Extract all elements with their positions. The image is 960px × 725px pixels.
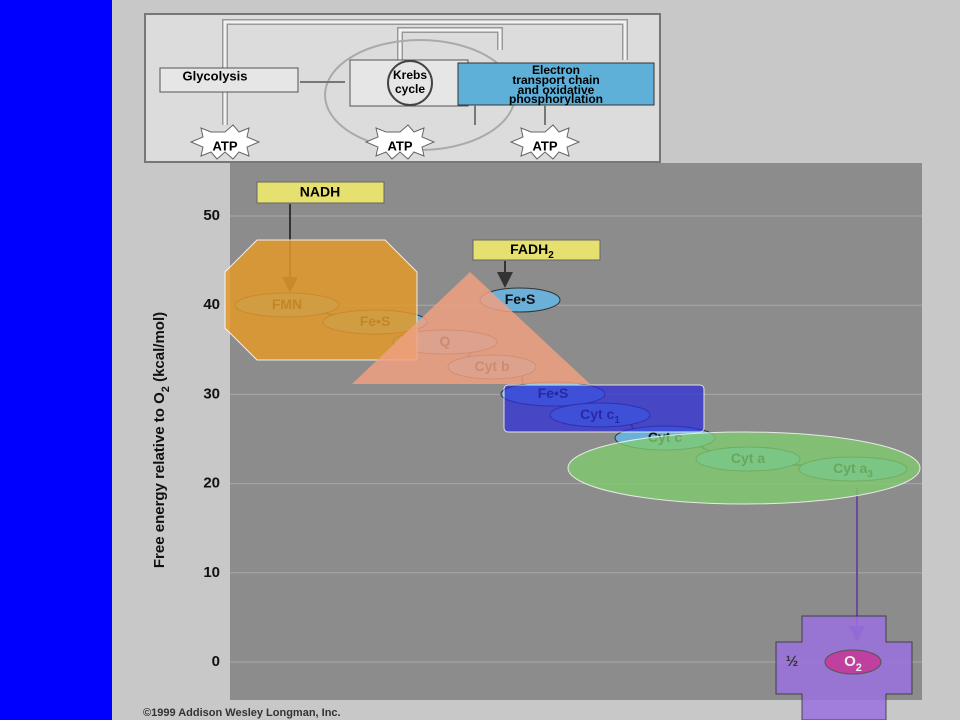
overlay-octagon bbox=[224, 239, 418, 361]
carrier-label-part: Fe•S bbox=[505, 291, 536, 307]
donor-label: FADH2 bbox=[510, 241, 554, 261]
etc: Electron bbox=[532, 63, 580, 77]
o2-ellipse bbox=[824, 649, 882, 675]
axis-label-sub: 2 bbox=[160, 386, 172, 392]
tick-label: 20 bbox=[203, 475, 220, 492]
acceptor-label: O2 bbox=[844, 653, 862, 674]
overlay-rect bbox=[503, 384, 705, 433]
fadh-box bbox=[472, 239, 601, 261]
etc: and oxidative bbox=[518, 83, 595, 97]
atp: ATP bbox=[212, 138, 237, 153]
copyright: ©1999 Addison Wesley Longman, Inc. bbox=[143, 707, 341, 719]
carrier-label: Fe•S bbox=[505, 291, 536, 307]
axis-label-part: (kcal/mol) bbox=[151, 312, 168, 386]
etc: phosphorylation bbox=[509, 92, 603, 106]
tick-label: 0 bbox=[212, 653, 220, 670]
etc: transport chain bbox=[512, 73, 599, 87]
donor-label-part: FADH bbox=[510, 241, 548, 257]
krebs: Krebs bbox=[393, 68, 427, 82]
inset: Glycolysis Krebs cycle Electron transpor… bbox=[144, 13, 661, 163]
side-bar bbox=[0, 0, 112, 720]
atp: ATP bbox=[532, 138, 557, 153]
tick-label: 40 bbox=[203, 296, 220, 313]
tick-label: 30 bbox=[203, 385, 220, 402]
acceptor-label-part: O bbox=[844, 653, 856, 670]
overlay-ellipse bbox=[567, 431, 921, 505]
tick-label: 10 bbox=[203, 564, 220, 581]
donor-label-sub: 2 bbox=[548, 250, 554, 261]
krebs: cycle bbox=[395, 82, 425, 96]
glycolysis: Glycolysis bbox=[182, 68, 247, 83]
overlay-triangle bbox=[352, 272, 590, 384]
acceptor-prefix: ½ bbox=[786, 653, 799, 670]
atp: ATP bbox=[387, 138, 412, 153]
tick-label: 50 bbox=[203, 207, 220, 224]
donor-label: NADH bbox=[300, 184, 340, 200]
axis-label: Free energy relative to O2 (kcal/mol) bbox=[151, 312, 172, 568]
acceptor-label-sub: 2 bbox=[856, 662, 862, 674]
nadh-box bbox=[256, 181, 385, 204]
axis-label-part: Free energy relative to O bbox=[151, 392, 168, 568]
